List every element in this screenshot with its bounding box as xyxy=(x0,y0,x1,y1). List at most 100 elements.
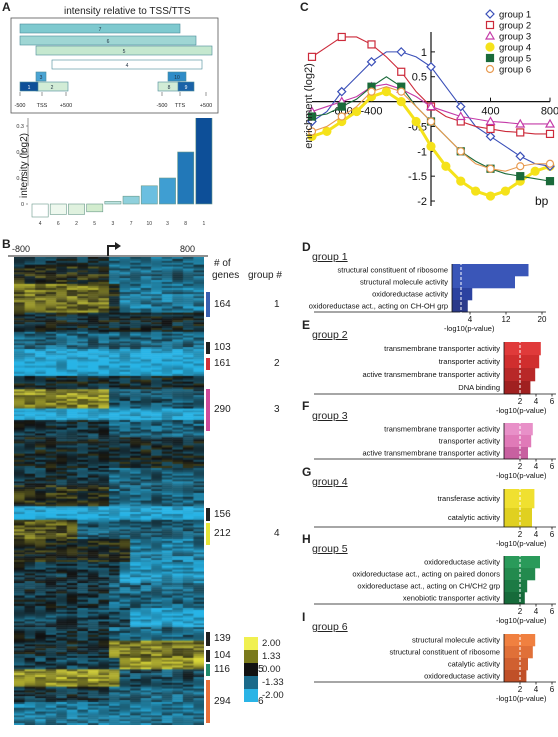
cluster-gene-count: 116 xyxy=(214,664,230,675)
cluster-bar xyxy=(206,389,210,431)
diagram-bar-label: 10 xyxy=(174,75,180,81)
cluster-gene-count: 161 xyxy=(214,358,231,369)
go-bar xyxy=(504,556,540,569)
go-bar xyxy=(504,592,525,605)
c-point xyxy=(411,116,421,127)
panel-a-bar-chart: 0.3 0.2 0.1 0 4 6 2 5 3 7 10 3 8 1 xyxy=(16,118,213,227)
cluster-gene-count: 212 xyxy=(214,528,231,539)
diagram-bar-label: 7 xyxy=(99,27,102,33)
c-point xyxy=(337,32,346,42)
c-point xyxy=(366,56,377,67)
diagram-tick-label: -500 xyxy=(14,103,25,109)
a-bar xyxy=(68,203,85,215)
go-term-label: structural molecule activity xyxy=(360,278,448,287)
a-xtick-label: 7 xyxy=(130,221,133,227)
go-group-title: group 6 xyxy=(312,621,348,633)
go-term-label: transporter activity xyxy=(439,357,501,366)
go-xtick-label: 6 xyxy=(550,685,555,694)
cluster-gene-count: 294 xyxy=(214,695,231,707)
go-bar xyxy=(504,508,532,528)
c-point xyxy=(337,102,346,111)
c-point xyxy=(484,30,496,40)
c-point xyxy=(456,176,466,186)
a-bar xyxy=(159,177,176,205)
diagram-bar-10 xyxy=(177,81,195,92)
c-xtick-label: -600 xyxy=(331,106,353,118)
go-term-label: DNA binding xyxy=(458,383,500,392)
cluster-group-number: 6 xyxy=(258,695,264,707)
c-point xyxy=(307,52,317,61)
go-term-label: catalytic activity xyxy=(448,513,500,522)
c-point xyxy=(530,166,540,176)
go-term-label: oxidoreductase activity xyxy=(424,558,500,567)
c-point xyxy=(515,118,526,128)
go-group-title: group 2 xyxy=(312,329,348,341)
c-point xyxy=(485,191,496,201)
go-xtick-label: 2 xyxy=(518,462,523,471)
diagram-bar-5 xyxy=(35,71,47,82)
panel-a-title: intensity relative to TSS/TTS xyxy=(64,6,191,17)
go-term-label: oxidoreductase activity xyxy=(424,672,500,681)
go-xtick-label: 6 xyxy=(550,397,555,406)
scale-label: 1.33 xyxy=(262,651,281,662)
cluster-bar xyxy=(206,650,210,662)
go-bar-chart: transferase activity catalytic activity 2 4… xyxy=(314,487,556,548)
go-term-label: structural molecule activity xyxy=(412,636,500,645)
go-xlabel: -log10(p-value) xyxy=(496,539,547,548)
cluster-gene-count: 103 xyxy=(214,342,231,353)
go-xtick-label: 20 xyxy=(538,315,547,324)
go-bar xyxy=(504,435,532,448)
c-point xyxy=(485,64,495,74)
c-legend-label: group 6 xyxy=(499,65,531,76)
cluster-bar xyxy=(206,342,210,354)
cluster-group-number: 2 xyxy=(274,358,280,369)
c-ytick-label: -2 xyxy=(417,196,427,208)
go-xtick-label: 4 xyxy=(534,530,539,539)
scale-label: -2.00 xyxy=(262,690,284,701)
a-bar xyxy=(122,195,140,205)
scale-label: -1.33 xyxy=(262,677,284,688)
c-point xyxy=(441,161,451,171)
scale-swatch xyxy=(244,663,258,676)
a-ytick-label: 0 xyxy=(21,202,24,208)
c-xtick-label: -400 xyxy=(360,106,382,118)
a-xtick-label: 3 xyxy=(166,221,169,227)
c-point xyxy=(500,186,510,196)
c-point xyxy=(425,101,437,111)
go-bar xyxy=(504,670,527,683)
panel-letter-h: H xyxy=(302,532,311,546)
go-xtick-label: 2 xyxy=(518,685,523,694)
go-xtick-label: 4 xyxy=(534,397,539,406)
genes-header-1: # of xyxy=(214,258,231,269)
diagram-bar-4 xyxy=(51,59,203,70)
c-legend-label: group 2 xyxy=(499,21,531,32)
c-point xyxy=(545,129,555,139)
go-bar xyxy=(452,264,529,277)
c-ytick-label: -1.5 xyxy=(408,171,427,183)
go-xlabel: -log10(p-value) xyxy=(496,406,547,415)
c-legend-label: group 5 xyxy=(499,54,531,65)
c-point xyxy=(352,106,362,117)
panel-a-gene-diagram: 76 5 4 3 2 1 108 9 -500 TSS +500 -500 TTS +500 xyxy=(10,17,219,114)
go-xtick-label: 4 xyxy=(534,462,539,471)
diagram-bar-label: 9 xyxy=(185,85,188,91)
go-bar xyxy=(504,355,540,369)
c-point xyxy=(545,177,555,186)
heatmap-x-right: 800 xyxy=(180,244,196,254)
go-term-label: structural constituent of ribosome xyxy=(390,648,500,657)
diagram-bar-8 xyxy=(167,71,187,82)
go-bar-chart: oxidoreductase activity oxidoreductase ac… xyxy=(314,554,556,625)
a-xtick-label: 2 xyxy=(75,221,78,227)
cluster-gene-count: 290 xyxy=(214,404,231,415)
diagram-bar-label: 1 xyxy=(28,85,31,91)
c-point xyxy=(486,124,495,134)
c-point xyxy=(516,128,525,137)
cluster-gene-count: 104 xyxy=(214,650,231,661)
scale-swatch xyxy=(244,650,258,663)
go-bar-chart: structural constituent of ribosome struct… xyxy=(309,262,547,333)
c-ytick-label: 0.5 xyxy=(412,72,427,84)
scale-swatch xyxy=(244,676,258,689)
c-ytick-label: 1 xyxy=(421,47,427,59)
